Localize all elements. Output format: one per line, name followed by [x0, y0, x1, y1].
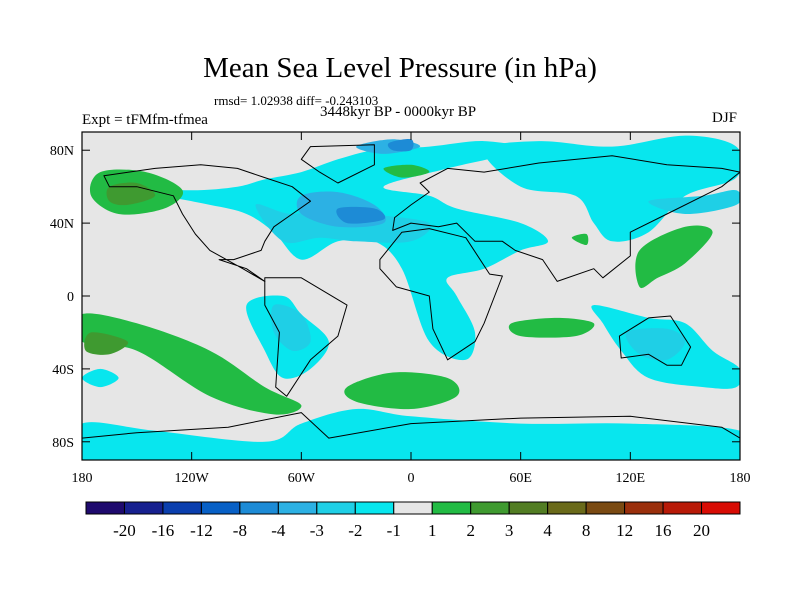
colorbar-label-5: -3	[310, 521, 324, 540]
x-tick-label-6: 180	[730, 471, 751, 486]
colorbar-swatch-2	[162, 501, 202, 515]
colorbar-swatch-9	[431, 501, 472, 515]
season-label: DJF	[712, 110, 738, 126]
colorbar-label-12: 8	[582, 521, 591, 540]
y-tick-label-1: 40N	[50, 217, 74, 232]
anomaly-region-19	[383, 164, 430, 178]
x-tick-label-5: 120E	[616, 471, 646, 486]
period-label: 3448kyr BP - 0000kyr BP	[320, 104, 477, 120]
y-tick-label-2: 0	[67, 290, 74, 305]
colorbar-swatch-6	[316, 501, 356, 515]
coastline-eurasia	[392, 155, 740, 282]
colorbar-swatch-12	[547, 501, 587, 515]
anomaly-region-3	[82, 368, 119, 388]
anomaly-region-16	[344, 372, 460, 410]
y-tick-label-3: 40S	[52, 363, 74, 378]
anomaly-region-0	[90, 141, 549, 361]
colorbar-swatch-10	[470, 501, 510, 515]
colorbar-label-11: 4	[543, 521, 552, 540]
anomaly-region-7	[271, 304, 311, 351]
colorbar-label-3: -8	[233, 521, 247, 540]
x-axis-ticks: 180 120W 60W 0 60E 120E 180	[72, 132, 751, 486]
colorbar-label-14: 16	[655, 521, 672, 540]
coastline-africa	[379, 228, 503, 361]
anomaly-region-5	[82, 408, 740, 460]
colorbar-label-6: -2	[348, 521, 362, 540]
colorbar-swatch-0	[85, 501, 125, 515]
colorbar-swatch-1	[123, 501, 164, 515]
coastlines	[82, 144, 740, 439]
colorbar-swatch-4	[239, 501, 279, 515]
colorbar-swatch-14	[624, 501, 664, 515]
anomaly-region-8	[625, 328, 686, 361]
colorbar-swatch-7	[354, 501, 395, 515]
colorbar-label-1: -16	[152, 521, 175, 540]
anomaly-region-12	[336, 206, 386, 224]
x-tick-label-4: 60E	[509, 471, 532, 486]
colorbar-swatch-3	[200, 501, 241, 515]
colorbar-label-13: 12	[616, 521, 633, 540]
anomaly-regions	[82, 135, 740, 460]
colorbar-label-7: -1	[387, 521, 401, 540]
colorbar-label-4: -4	[271, 521, 286, 540]
coastline-south-america	[264, 277, 348, 397]
anomaly-region-18	[635, 225, 713, 289]
x-tick-label-3: 0	[408, 471, 415, 486]
colorbar-swatch-13	[585, 501, 626, 515]
chart-title: Mean Sea Level Pressure (in hPa)	[203, 52, 597, 84]
y-tick-label-4: 80S	[52, 436, 74, 451]
coastline-antarctica	[82, 412, 740, 439]
colorbar-label-9: 2	[466, 521, 475, 540]
colorbar-swatch-8	[393, 501, 433, 515]
coastline-north-america	[103, 164, 311, 282]
anomaly-region-17	[508, 317, 595, 338]
colorbar-swatch-5	[277, 501, 318, 515]
x-tick-label-1: 120W	[175, 471, 210, 486]
colorbar-swatch-16	[701, 501, 741, 515]
colorbar: -20 -16 -12 -8 -4 -3 -2 -1 1 2 3 4 8 12 16 20	[85, 501, 741, 540]
colorbar-label-0: -20	[113, 521, 136, 540]
experiment-label: Expt = tFMfm-tfmea	[82, 112, 208, 128]
coastline-greenland	[300, 144, 375, 184]
anomaly-region-15	[82, 313, 302, 415]
y-axis-ticks: 80N 40N 0 40S 80S	[50, 144, 740, 451]
colorbar-swatch-15	[662, 501, 703, 515]
colorbar-label-15: 20	[693, 521, 710, 540]
coastline-australia	[618, 315, 692, 366]
colorbar-label-8: 1	[428, 521, 437, 540]
anomaly-region-22	[84, 332, 129, 355]
colorbar-label-10: 3	[505, 521, 514, 540]
x-tick-label-2: 60W	[288, 471, 316, 486]
colorbar-label-2: -12	[190, 521, 213, 540]
y-tick-label-0: 80N	[50, 144, 74, 159]
anomaly-region-20	[571, 233, 589, 246]
anomaly-region-13	[387, 139, 414, 152]
stats-text: rmsd= 1.02938 diff= -0.243103	[214, 93, 379, 108]
anomaly-region-9	[648, 190, 740, 215]
colorbar-swatch-11	[508, 501, 549, 515]
x-tick-label-0: 180	[72, 471, 93, 486]
